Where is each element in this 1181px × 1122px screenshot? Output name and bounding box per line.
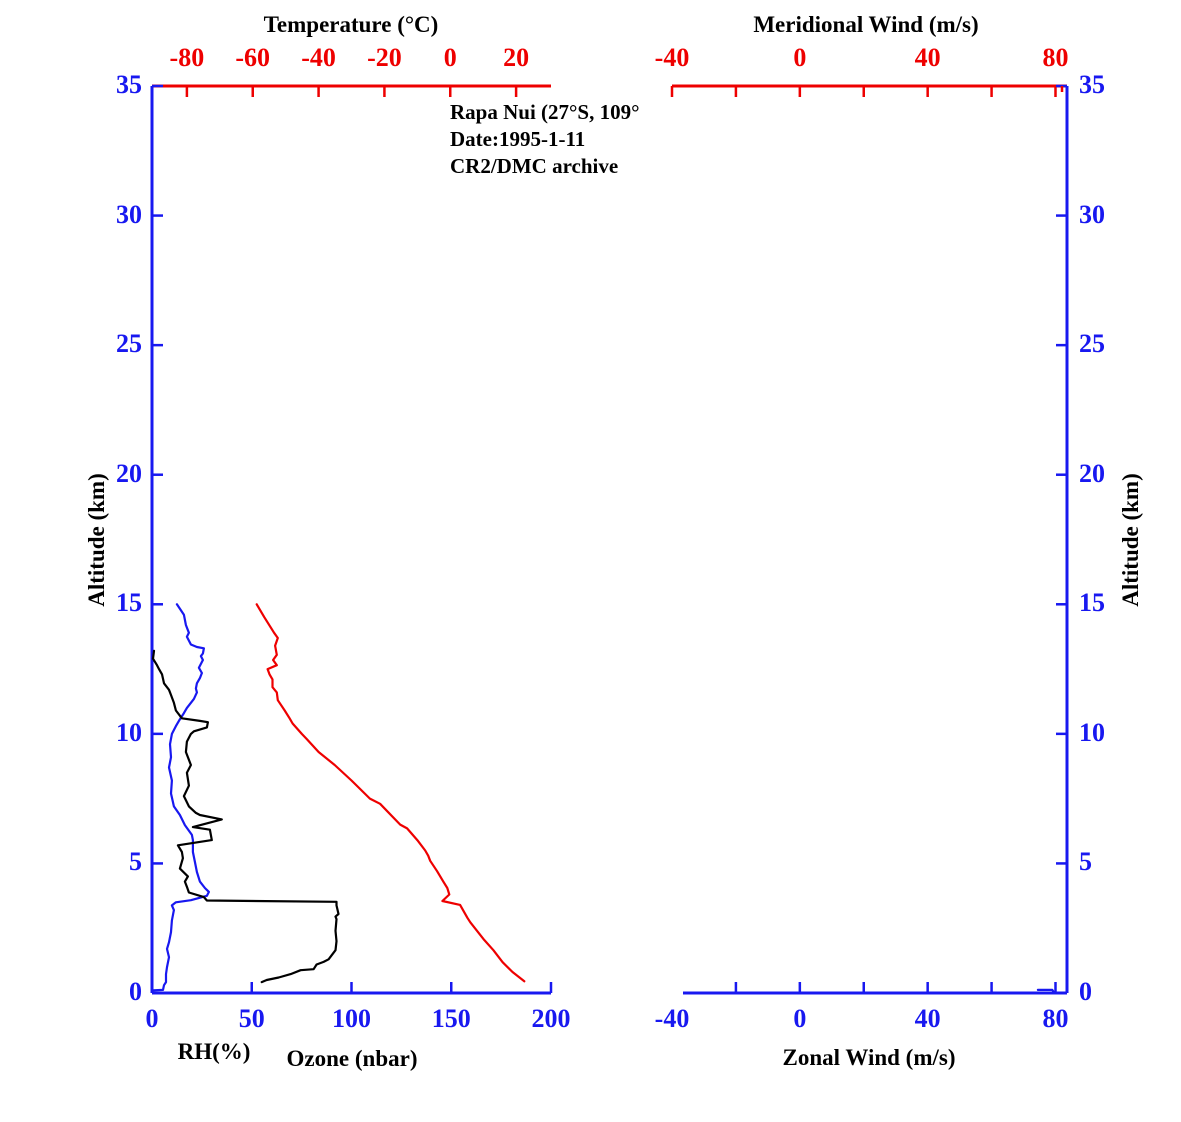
right-panel-top-tick-label: 80 xyxy=(1042,43,1069,72)
left-panel-top-tick-label: 0 xyxy=(443,43,457,72)
ozone-curve xyxy=(151,603,210,992)
temperature-curve xyxy=(255,603,526,983)
left-panel-altitude-tick-label: 5 xyxy=(129,847,142,877)
left-panel-altitude-tick-label: 10 xyxy=(116,717,142,747)
right-panel-bottom-tick-label: 80 xyxy=(1042,1004,1069,1033)
right-panel-altitude-tick-label: 5 xyxy=(1079,847,1092,877)
right-panel-altitude-tick-label: 20 xyxy=(1079,458,1105,488)
ozone-axis-title: Ozone (nbar) xyxy=(286,1046,418,1071)
right-panel-bottom-tick-label: 40 xyxy=(914,1004,941,1033)
left-panel-altitude-tick-label: 20 xyxy=(116,458,142,488)
right-panel-bottom-tick-label: -40 xyxy=(654,1004,690,1033)
right-panel-top-tick-label: 40 xyxy=(914,43,941,72)
left-panel-bottom-tick-label: 50 xyxy=(238,1004,265,1033)
left-panel-top-tick-label: -80 xyxy=(169,43,205,72)
station-name-line: Rapa Nui (27°S, 109° xyxy=(450,100,640,124)
archive-line: CR2/DMC archive xyxy=(450,154,619,178)
left-panel-top-tick-label: -60 xyxy=(235,43,271,72)
left-panel-top-tick-label: -40 xyxy=(301,43,336,72)
left-panel-bottom-tick-label: 200 xyxy=(531,1004,571,1033)
left-panel-top-tick-label: 20 xyxy=(503,43,530,72)
left-panel-altitude-tick-label: 35 xyxy=(116,70,142,99)
right-panel-bottom-tick-label: 0 xyxy=(793,1004,807,1033)
date-line: Date:1995-1-11 xyxy=(450,127,586,151)
altitude-left-axis-title: Altitude (km) xyxy=(84,473,109,607)
right-panel-altitude-tick-label: 0 xyxy=(1079,977,1092,1006)
right-panel-altitude-tick-label: 10 xyxy=(1079,717,1105,747)
left-panel-bottom-tick-label: 0 xyxy=(145,1004,159,1033)
zonal-wind-curve xyxy=(1036,988,1056,994)
left-panel-altitude-tick-label: 30 xyxy=(116,199,142,229)
left-panel-bottom-tick-label: 100 xyxy=(332,1004,371,1033)
right-panel-top-tick-label: -40 xyxy=(654,43,690,72)
relative-humidity-curve xyxy=(151,649,340,984)
right-panel-altitude-tick-label: 35 xyxy=(1079,70,1105,99)
left-panel-altitude-tick-label: 25 xyxy=(116,329,142,359)
left-panel-altitude-tick-label: 0 xyxy=(129,977,142,1006)
right-panel-top-tick-label: 0 xyxy=(793,43,807,72)
right-panel-altitude-tick-label: 15 xyxy=(1079,588,1105,618)
left-panel-altitude-tick-label: 15 xyxy=(116,588,142,618)
altitude-right-axis-title: Altitude (km) xyxy=(1118,473,1143,607)
right-panel-altitude-tick-label: 25 xyxy=(1079,329,1105,359)
left-panel-top-tick-label: -20 xyxy=(367,43,402,72)
rh-axis-title: RH(%) xyxy=(177,1039,251,1064)
zonal-wind-axis-title: Zonal Wind (m/s) xyxy=(782,1045,956,1070)
station-annotation: Rapa Nui (27°S, 109° Date:1995-1-11 CR2/… xyxy=(450,99,640,180)
left-panel-bottom-tick-label: 150 xyxy=(431,1004,471,1033)
right-panel-altitude-tick-label: 30 xyxy=(1079,199,1105,229)
meridional-wind-axis-title: Meridional Wind (m/s) xyxy=(753,12,979,37)
temperature-axis-title: Temperature (°C) xyxy=(263,12,439,37)
